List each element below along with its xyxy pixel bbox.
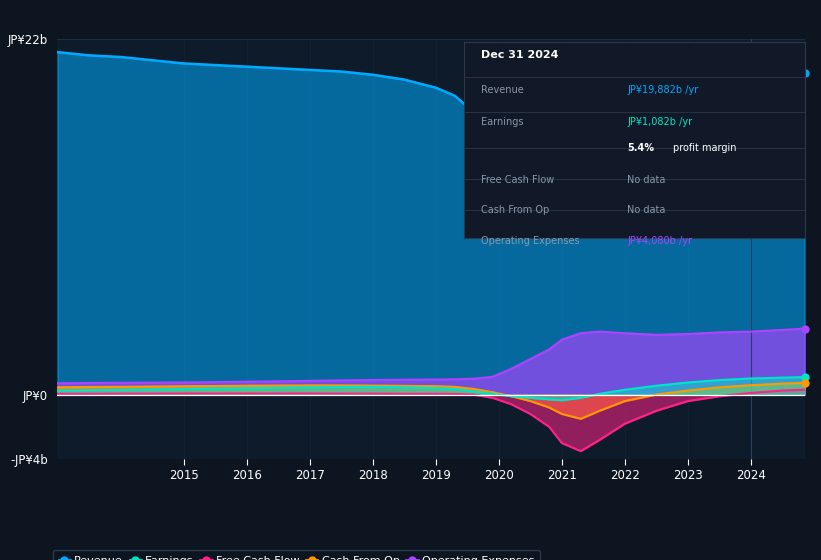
Text: Cash From Op: Cash From Op (481, 206, 549, 216)
Text: Dec 31 2024: Dec 31 2024 (481, 50, 558, 60)
Text: Free Cash Flow: Free Cash Flow (481, 175, 554, 185)
Text: Revenue: Revenue (481, 85, 524, 95)
Text: profit margin: profit margin (673, 143, 737, 153)
Legend: Revenue, Earnings, Free Cash Flow, Cash From Op, Operating Expenses: Revenue, Earnings, Free Cash Flow, Cash … (53, 550, 540, 560)
Text: No data: No data (627, 175, 666, 185)
Text: JP¥4,080b /yr: JP¥4,080b /yr (627, 236, 692, 246)
Text: 5.4%: 5.4% (627, 143, 654, 153)
Text: JP¥1,082b /yr: JP¥1,082b /yr (627, 117, 693, 127)
Text: Operating Expenses: Operating Expenses (481, 236, 580, 246)
Text: JP¥19,882b /yr: JP¥19,882b /yr (627, 85, 699, 95)
Text: Earnings: Earnings (481, 117, 524, 127)
Text: No data: No data (627, 206, 666, 216)
